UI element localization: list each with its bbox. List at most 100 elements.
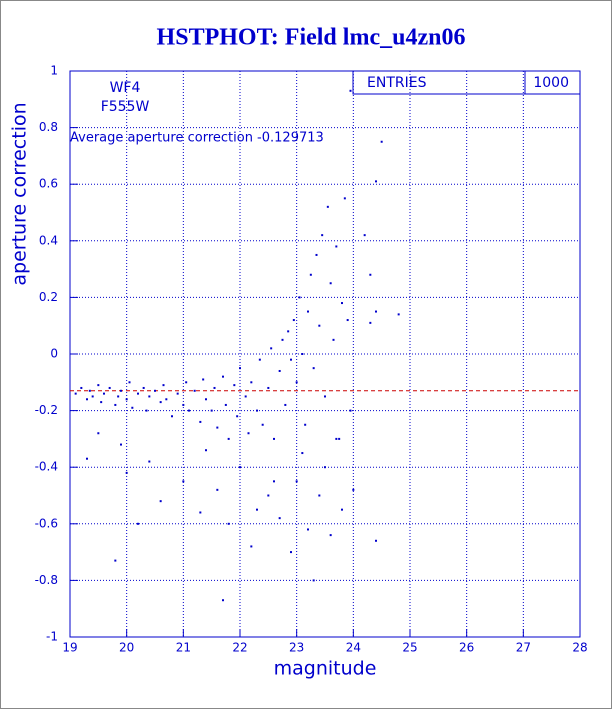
point <box>227 437 230 440</box>
point <box>284 403 287 406</box>
point <box>329 282 332 285</box>
x-tick-label: 28 <box>572 641 587 655</box>
point <box>324 466 326 469</box>
point <box>125 471 128 474</box>
point <box>137 522 139 525</box>
point <box>239 367 241 370</box>
point <box>278 517 281 520</box>
annotation: Average aperture correction -0.129713 <box>70 131 324 146</box>
point <box>227 522 230 525</box>
point <box>125 398 128 401</box>
point <box>74 392 77 395</box>
point <box>154 389 156 392</box>
point <box>159 500 162 503</box>
x-tick-label: 20 <box>119 641 134 655</box>
point <box>239 466 241 469</box>
point <box>369 321 372 324</box>
point <box>287 330 290 333</box>
x-tick-label: 25 <box>402 641 417 655</box>
point <box>202 378 205 381</box>
point <box>199 420 202 423</box>
point <box>128 381 131 384</box>
point <box>346 319 349 322</box>
y-tick-label: -0.8 <box>35 573 58 587</box>
point <box>369 273 372 276</box>
point <box>120 389 122 392</box>
point <box>307 528 309 531</box>
y-axis-label: aperture correction <box>9 102 31 285</box>
x-tick-label: 24 <box>346 641 361 655</box>
point <box>301 452 304 455</box>
point <box>145 409 148 412</box>
point <box>321 234 324 237</box>
point <box>100 401 103 404</box>
stats-label: ENTRIES <box>367 75 427 91</box>
point <box>165 398 168 401</box>
point <box>97 432 100 435</box>
y-tick-label: 0.4 <box>39 233 58 247</box>
y-tick-label: -0.6 <box>35 516 58 530</box>
point <box>162 384 165 387</box>
point <box>309 273 312 276</box>
point <box>233 384 236 387</box>
point <box>363 234 366 237</box>
point <box>343 197 346 200</box>
point <box>148 460 151 463</box>
point <box>335 437 338 440</box>
point <box>236 415 239 418</box>
point <box>182 480 185 483</box>
point <box>250 545 253 548</box>
point <box>312 367 315 370</box>
point <box>375 539 377 542</box>
point <box>188 409 190 412</box>
point <box>375 310 377 313</box>
point <box>267 386 270 389</box>
point <box>397 313 400 316</box>
y-tick-label: 0.2 <box>39 290 58 304</box>
point <box>295 480 298 483</box>
x-tick-label: 26 <box>459 641 474 655</box>
point <box>273 437 275 440</box>
y-tick-label: 0.8 <box>39 120 58 134</box>
point <box>103 392 105 395</box>
label: WF4 <box>110 80 141 96</box>
point <box>216 426 219 429</box>
point <box>267 494 270 497</box>
point <box>171 415 173 418</box>
x-axis-label: magnitude <box>274 658 377 680</box>
point <box>205 449 207 452</box>
point <box>380 140 383 143</box>
point <box>292 319 295 322</box>
point <box>247 432 250 435</box>
point <box>244 395 247 398</box>
point <box>148 395 151 398</box>
point <box>329 534 332 537</box>
point <box>318 494 321 497</box>
point <box>91 395 94 398</box>
y-tick-label: 0.6 <box>39 177 58 191</box>
point <box>273 480 275 483</box>
point <box>117 395 120 398</box>
point <box>108 386 111 389</box>
point <box>301 353 304 355</box>
x-tick-label: 19 <box>62 641 77 655</box>
point <box>341 508 343 511</box>
point <box>159 401 162 404</box>
point <box>114 559 117 562</box>
point <box>290 551 292 554</box>
point <box>352 488 355 491</box>
point <box>210 409 213 412</box>
point <box>298 296 301 299</box>
point <box>332 338 335 341</box>
y-tick-label: -0.4 <box>35 460 58 474</box>
point <box>281 338 284 341</box>
point <box>142 386 145 389</box>
point <box>213 386 216 389</box>
point <box>185 381 188 384</box>
point <box>258 358 261 361</box>
point <box>278 369 281 372</box>
point <box>304 423 307 426</box>
